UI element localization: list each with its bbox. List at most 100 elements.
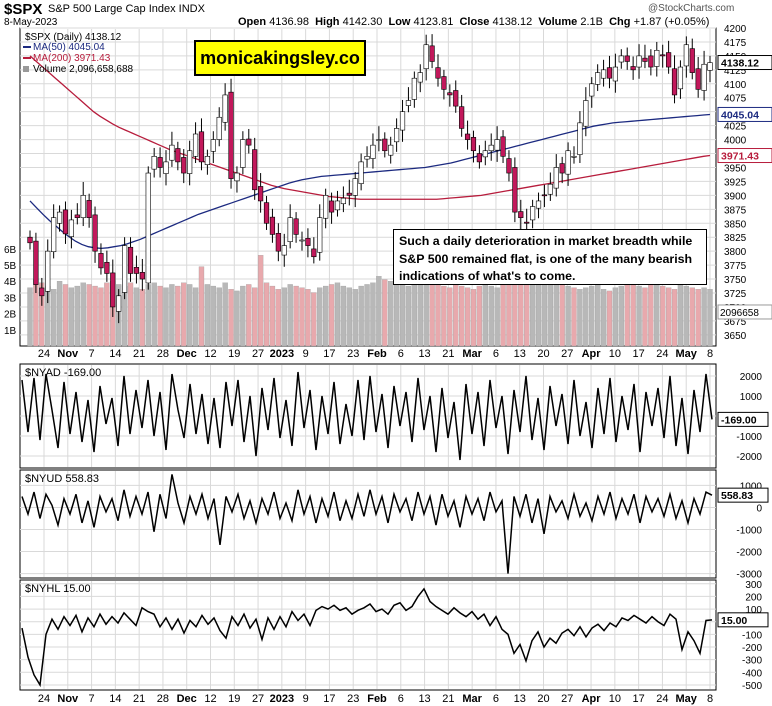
- candle-body: [654, 50, 660, 67]
- volume-bar: [660, 285, 666, 347]
- volume-bar: [139, 289, 145, 347]
- volume-bar: [494, 287, 500, 347]
- volume-value-tag: 2096658: [720, 308, 759, 319]
- candle-body: [459, 106, 465, 129]
- volume-bar: [127, 282, 134, 347]
- candle-body: [453, 90, 459, 107]
- symbol-label: $SPX: [4, 1, 43, 18]
- price-tick-label: 3950: [724, 163, 747, 174]
- candle-body: [666, 52, 672, 68]
- candle-body: [488, 144, 494, 152]
- volume-bar: [328, 284, 335, 347]
- x-tick-label-top: 2023: [270, 348, 294, 360]
- x-tick-label-top: Feb: [367, 348, 387, 360]
- volume-bar: [376, 276, 382, 347]
- volume-bar: [269, 285, 276, 347]
- x-tick-label-bottom: 24: [656, 693, 668, 705]
- volume-bar: [642, 287, 648, 347]
- candle-body: [595, 72, 601, 85]
- indicator-value-tag-1: -169.00: [721, 414, 757, 426]
- volume-bar: [423, 277, 429, 347]
- candle-body: [571, 156, 577, 158]
- brand-logo: monicakingsley.co: [194, 40, 366, 76]
- volume-bar: [624, 284, 630, 347]
- price-tick-label: 4100: [724, 80, 747, 91]
- candle-body: [240, 139, 246, 168]
- indicator-tick-label: 300: [745, 580, 762, 591]
- candle-body: [299, 239, 305, 242]
- x-tick-label-bottom: May: [676, 693, 698, 705]
- candle-body: [689, 48, 695, 73]
- x-tick-label-bottom: Feb: [367, 693, 387, 705]
- volume-bar: [163, 287, 169, 347]
- volume-tick-label: 6B: [4, 245, 17, 256]
- candle-body: [524, 221, 530, 224]
- volume-bar: [145, 284, 151, 347]
- candle-body: [293, 218, 299, 235]
- ma200-legend-label: MA(200) 3971.43: [33, 53, 111, 64]
- volume-bar: [370, 282, 376, 347]
- x-tick-label-top: May: [676, 348, 698, 360]
- volume-bar: [701, 287, 707, 347]
- volume-bar: [417, 281, 423, 347]
- x-tick-label-bottom: 13: [418, 693, 430, 705]
- volume-bar: [695, 289, 701, 347]
- candle-body: [476, 153, 482, 163]
- x-tick-label-bottom: 12: [204, 693, 216, 705]
- candle-body: [86, 200, 92, 218]
- price-legend-title: $SPX (Daily) 4138.12: [25, 32, 122, 43]
- volume-bar: [393, 284, 400, 347]
- candle-body: [263, 202, 270, 224]
- candle-body: [482, 150, 488, 158]
- volume-bar: [665, 287, 672, 347]
- indicator-tick-label: -1000: [736, 432, 762, 443]
- ma200-value-tag-box: [717, 148, 772, 164]
- candle-body: [464, 133, 471, 140]
- candle-body: [204, 156, 210, 165]
- candle-body: [701, 63, 707, 91]
- x-tick-label-top: 21: [133, 348, 145, 360]
- volume-bar: [263, 282, 270, 347]
- candle-body: [530, 206, 536, 221]
- volume-bar: [104, 282, 110, 347]
- x-tick-label-top: 17: [323, 348, 335, 360]
- candle-body: [210, 139, 216, 152]
- x-tick-label-top: 28: [157, 348, 169, 360]
- price-tick-label: 3800: [724, 247, 747, 258]
- candle-body: [222, 94, 228, 123]
- volume-legend-swatch: [23, 66, 29, 72]
- volume-bar: [447, 287, 453, 347]
- candle-body: [606, 67, 613, 79]
- volume-bar: [340, 285, 347, 347]
- volume-bar: [80, 282, 86, 347]
- volume-value-tag-box: [717, 304, 772, 320]
- candle-body: [45, 250, 51, 292]
- volume-bar: [257, 255, 264, 347]
- last-price-tag-box: [717, 55, 772, 71]
- price-tick-label: 4075: [724, 94, 747, 105]
- volume-bar: [707, 289, 713, 347]
- volume-bar: [388, 281, 394, 347]
- volume-bar: [565, 285, 571, 347]
- candle-body: [553, 167, 559, 189]
- x-tick-label-bottom: 10: [609, 693, 621, 705]
- candle-body: [429, 45, 435, 62]
- indicator-tick-label: -100: [742, 630, 762, 641]
- candle-body: [92, 214, 98, 252]
- candle-body: [600, 69, 607, 79]
- candle-body: [56, 211, 63, 224]
- candle-body: [352, 178, 358, 196]
- volume-bar: [275, 289, 281, 347]
- volume-bar: [281, 287, 287, 347]
- volume-bar: [553, 282, 559, 347]
- candle-body: [116, 295, 122, 312]
- candle-body: [27, 236, 33, 244]
- x-tick-label-top: 6: [493, 348, 499, 360]
- volume-tick-label: 5B: [4, 261, 17, 272]
- candle-body: [518, 211, 524, 218]
- candle-body: [382, 138, 388, 152]
- change-label: Chg: [609, 16, 631, 28]
- x-tick-label-top: 8: [707, 348, 713, 360]
- volume-bar: [346, 287, 352, 347]
